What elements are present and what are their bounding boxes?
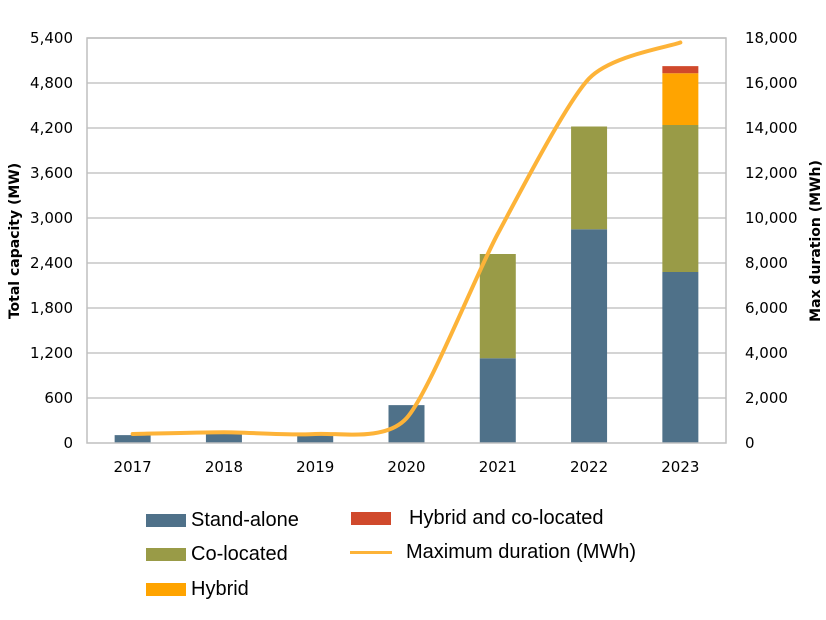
bar-co-located-2023: [662, 125, 699, 272]
x-tick-label: 2018: [205, 458, 243, 476]
bars: [114, 66, 699, 443]
gridlines: [87, 37, 726, 399]
y2-tick-label: 14,000: [745, 119, 798, 137]
bar-co-located-2022: [571, 126, 608, 230]
y-axis-right-title: Max duration (MWh): [808, 160, 824, 322]
plot-frame: [86, 37, 727, 444]
plot-border: [86, 37, 727, 444]
x-tick-label: 2019: [296, 458, 334, 476]
y-tick-label: 600: [44, 389, 73, 407]
y2-tick-label: 12,000: [745, 164, 798, 182]
bar-hybrid-and-co-located-2023: [662, 66, 699, 74]
bar-co-located-2021: [479, 254, 516, 359]
y2-tick-label: 0: [745, 434, 755, 452]
y2-tick-label: 4,000: [745, 344, 788, 362]
y2-tick-label: 18,000: [745, 29, 798, 47]
y2-tick-label: 10,000: [745, 209, 798, 227]
x-tick-label: 2021: [479, 458, 517, 476]
duration-line: [130, 40, 683, 437]
y-tick-label: 4,200: [30, 119, 73, 137]
y-axis-left-title: Total capacity (MW): [7, 163, 23, 319]
y-tick-label: 1,200: [30, 344, 73, 362]
y-tick-label: 0: [63, 434, 73, 452]
y-axis-left-ticks: 0 600 1,200 1,800 2,400 3,000 3,600 4,200 4,800 5…: [30, 29, 73, 452]
y2-tick-label: 6,000: [745, 299, 788, 317]
x-tick-label: 2023: [661, 458, 699, 476]
y-tick-label: 1,800: [30, 299, 73, 317]
bar-stand-alone-2022: [571, 229, 608, 443]
bar-stand-alone-2018: [205, 434, 242, 443]
y-tick-label: 2,400: [30, 254, 73, 272]
x-tick-label: 2022: [570, 458, 608, 476]
bar-stand-alone-2020: [388, 405, 425, 443]
x-axis-ticks: 2017 2018 2019 2020 2021 2022 2023: [114, 458, 700, 476]
y-tick-label: 3,000: [30, 209, 73, 227]
y-axis-right-ticks: 0 2,000 4,000 6,000 8,000 10,000 12,000 14,000 1…: [745, 29, 798, 452]
x-tick-label: 2017: [114, 458, 152, 476]
y2-tick-label: 2,000: [745, 389, 788, 407]
bar-stand-alone-2023: [662, 272, 699, 443]
y2-tick-label: 16,000: [745, 74, 798, 92]
y-tick-label: 5,400: [30, 29, 73, 47]
y2-tick-label: 8,000: [745, 254, 788, 272]
x-tick-label: 2020: [387, 458, 425, 476]
bar-stand-alone-2019: [297, 434, 334, 443]
y-tick-label: 3,600: [30, 164, 73, 182]
bar-stand-alone-2021: [479, 358, 516, 443]
bar-hybrid-2023: [662, 73, 699, 125]
y-tick-label: 4,800: [30, 74, 73, 92]
bar-stand-alone-2017: [114, 435, 151, 443]
